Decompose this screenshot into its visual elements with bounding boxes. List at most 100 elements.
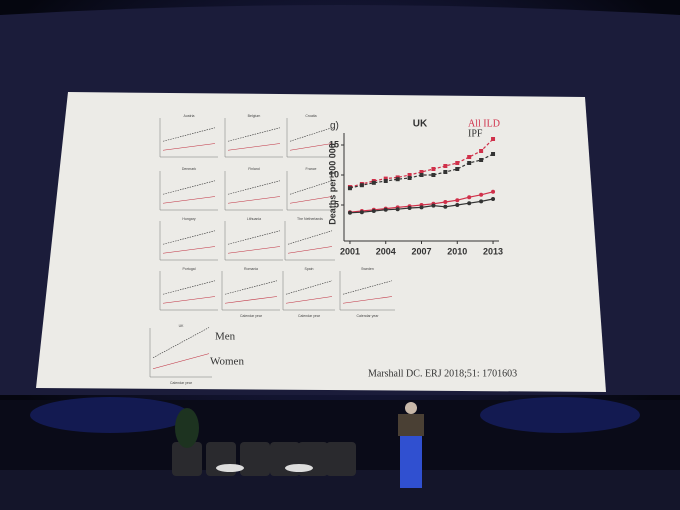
panel-axes	[159, 221, 218, 261]
panel-trace	[287, 246, 333, 254]
point	[347, 210, 352, 215]
panel-axes	[159, 171, 218, 211]
speaker-head	[405, 402, 417, 414]
point	[359, 210, 364, 215]
panel-axes	[159, 271, 218, 311]
panel-trace	[227, 180, 281, 195]
point	[491, 197, 496, 201]
panel-title: Hungary	[182, 217, 195, 221]
point	[395, 207, 400, 212]
panel-trace	[224, 296, 278, 304]
stage-light	[480, 397, 640, 433]
point	[479, 199, 484, 204]
panel-title: Denmark	[182, 167, 196, 171]
panel-axes	[221, 271, 280, 311]
stage-floor	[0, 470, 680, 510]
point	[407, 206, 412, 210]
plant	[175, 408, 199, 448]
y-tick-label: 15	[329, 139, 339, 149]
panel-trace	[342, 280, 393, 295]
panel-axes	[149, 328, 212, 378]
slide	[36, 92, 606, 392]
panel-trace	[162, 143, 216, 151]
point	[407, 176, 412, 180]
panel-axes	[224, 171, 283, 211]
panel-xlabel: Calendar year	[240, 314, 263, 318]
panel-trace	[227, 127, 281, 142]
point	[491, 152, 496, 156]
point	[443, 204, 448, 209]
point	[371, 209, 376, 213]
panel-title: Portugal	[182, 267, 195, 271]
point	[455, 203, 460, 207]
panel-trace	[285, 296, 333, 304]
panel-trace	[162, 127, 216, 142]
panel-title: France	[306, 167, 317, 171]
point	[347, 186, 352, 191]
women-label: Women	[210, 356, 244, 368]
point	[479, 192, 484, 197]
panel-trace	[289, 196, 333, 204]
point	[467, 195, 472, 200]
table	[216, 464, 244, 472]
point	[419, 170, 424, 174]
panel-axes	[282, 271, 335, 311]
point	[371, 180, 376, 185]
panel-title: The Netherlands	[297, 217, 323, 221]
panel-trace	[227, 143, 281, 151]
panel-trace	[227, 246, 281, 254]
legend-entry: All ILD	[468, 118, 500, 129]
panel-title: Austria	[184, 114, 195, 118]
point	[467, 201, 472, 206]
y-tick-label: 10	[329, 169, 339, 179]
panel-axes	[284, 221, 335, 261]
panel-trace	[162, 180, 216, 195]
x-tick-label: 2004	[376, 246, 396, 256]
panel-title: Croatia	[305, 114, 316, 118]
citation: Marshall DC. ERJ 2018;51: 1701603	[368, 368, 517, 379]
panel-trace	[152, 353, 210, 370]
point	[431, 173, 436, 177]
point	[383, 207, 388, 212]
panel-xlabel: Calendar year	[170, 381, 193, 385]
point	[383, 179, 388, 183]
panel-axes	[339, 271, 395, 311]
men-label: Men	[215, 331, 236, 343]
point	[455, 167, 460, 171]
legend-entry: IPF	[468, 128, 483, 139]
x-tick-label: 2007	[411, 246, 431, 256]
point	[419, 173, 424, 177]
point	[359, 183, 364, 188]
y-tick-label: 5	[334, 199, 339, 209]
panel-title: Sweden	[361, 267, 374, 271]
point	[419, 205, 424, 210]
y-axis-label: Deaths per 100 000	[327, 143, 337, 225]
point	[491, 189, 496, 194]
speaker-body	[398, 414, 424, 436]
point	[455, 161, 460, 165]
point	[443, 200, 448, 204]
panel-letter: g)	[330, 121, 339, 132]
panel-axes	[159, 118, 218, 158]
panel-trace	[224, 280, 278, 295]
panel-title: Lithuania	[247, 217, 261, 221]
panel-trace	[162, 246, 216, 254]
panel-trace	[227, 230, 281, 245]
point	[407, 173, 412, 177]
point	[479, 149, 484, 153]
point	[443, 170, 448, 174]
point	[431, 203, 436, 208]
point	[395, 177, 400, 182]
point	[491, 137, 496, 141]
point	[443, 164, 448, 168]
panel-title: Finland	[248, 167, 260, 171]
point	[467, 155, 472, 159]
panel-trace	[162, 296, 216, 304]
point	[383, 176, 388, 181]
x-tick-label: 2001	[340, 246, 360, 256]
panel-trace	[152, 327, 210, 359]
chart-title: UK	[413, 119, 428, 130]
table	[285, 464, 313, 472]
point	[455, 198, 460, 203]
